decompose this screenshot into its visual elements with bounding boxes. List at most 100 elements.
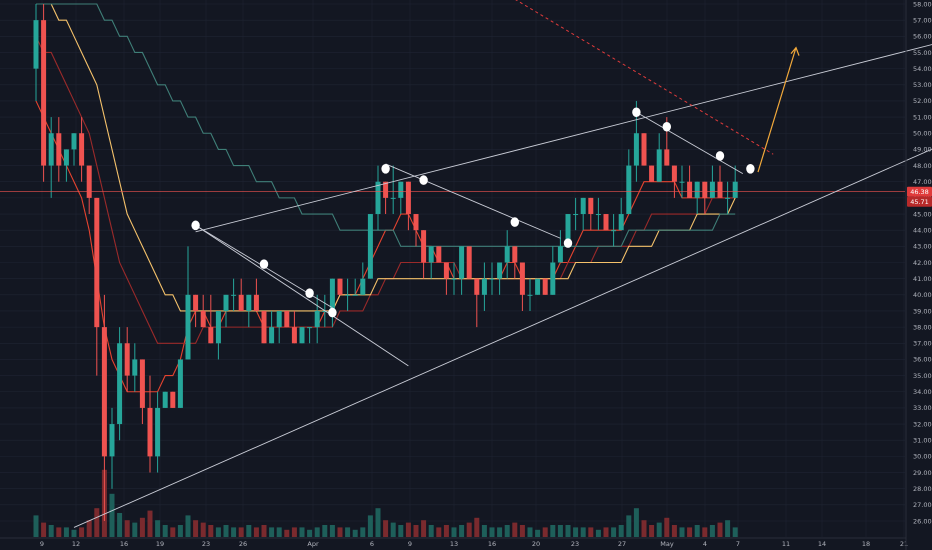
candle-body [436,246,442,263]
volume-bar [383,520,389,537]
candle-body [725,197,731,199]
candle-body [519,262,525,295]
candle-body [679,181,685,183]
volume-bar [641,520,647,537]
candle-body [200,310,206,328]
y-tick-label: 38.00 [913,323,932,331]
candle-body [337,278,343,295]
candle-body [329,278,335,311]
volume-bar [497,527,503,537]
x-tick-label: 7 [736,540,740,548]
x-tick-label: 23 [571,540,579,548]
candle-body [109,424,115,457]
volume-bar [276,527,282,537]
projection-arrow-head [790,46,800,56]
candle-body [588,197,594,215]
candle-body [177,359,183,408]
volume-bar [162,525,168,537]
volume-bar [79,527,85,537]
volume-bar [261,525,267,537]
y-tick-label: 26.00 [913,517,932,525]
y-tick-label: 27.00 [913,501,932,509]
candle-body [117,343,123,425]
candle-body [664,149,670,166]
candle-body [360,278,366,295]
y-tick-label: 41.00 [913,275,932,283]
x-tick-label: 9 [408,540,412,548]
volume-bar [139,517,145,537]
y-tick-label: 37.00 [913,340,932,348]
volume-bar [246,525,252,537]
candle-body [732,181,738,198]
x-tick-label: 14 [818,540,826,548]
candle-body [223,294,229,311]
y-tick-label: 39.00 [913,307,932,315]
candle-body [405,181,411,215]
candle-body [33,20,39,69]
candle-body [641,133,647,166]
volume-bar [200,522,206,537]
volume-bar [565,525,571,537]
candle-body [101,327,107,457]
volume-bar [314,527,320,537]
volume-bar [398,525,404,537]
volume-bar [155,520,161,537]
candle-body [231,294,237,296]
candle-body [687,181,693,198]
candle-body [284,310,290,328]
volume-bar [208,525,214,537]
ma-slow-line [36,3,736,312]
pivot-marker [632,107,641,118]
candle-body [413,214,419,231]
candle-body [512,246,518,263]
x-tick-label: 27 [618,540,626,548]
volume-bar [512,522,518,537]
volume-bar [94,508,100,537]
candle-body [193,294,199,311]
volume-bar [603,527,609,537]
y-tick-label: 28.00 [913,485,932,493]
volume-bar [337,527,343,537]
volume-bar [291,527,297,537]
candle-body [474,278,480,295]
candle-body [307,327,313,329]
y-tick-label: 35.00 [913,372,932,380]
x-tick-label: 4 [703,540,707,548]
volume-bar [185,515,191,537]
x-tick-label: 11 [782,540,790,548]
volume-bar [542,527,548,537]
volume-bar [519,525,525,537]
candle-body [147,407,153,457]
x-tick-label: 26 [239,540,247,548]
y-tick-label: 32.00 [913,420,932,428]
volume-bar [132,522,138,537]
volume-bar [322,525,328,537]
candle-body [155,407,161,457]
candle-body [269,327,275,344]
volume-bar [117,513,123,537]
candle-body [261,310,267,344]
volume-bar [48,525,54,537]
volume-bar [390,522,396,537]
y-tick-label: 30.00 [913,453,932,461]
volume-bar [664,517,670,537]
candle-body [170,391,176,408]
volume-bar [732,527,738,537]
candle-body [603,214,609,231]
candle-body [694,181,700,198]
volume-bar [702,527,708,537]
candle-body [162,391,168,408]
descending-1-trendline [195,224,409,367]
candle-body [63,149,69,166]
candle-body [56,133,62,166]
volume-bar [626,515,632,537]
y-tick-label: 44.00 [913,226,932,234]
y-tick-label: 54.00 [913,65,932,73]
candle-body [352,294,358,296]
current-price-label-bg [907,186,932,197]
candle-body [253,294,259,311]
volume-bar [649,525,655,537]
x-tick-label: 6 [370,540,374,548]
